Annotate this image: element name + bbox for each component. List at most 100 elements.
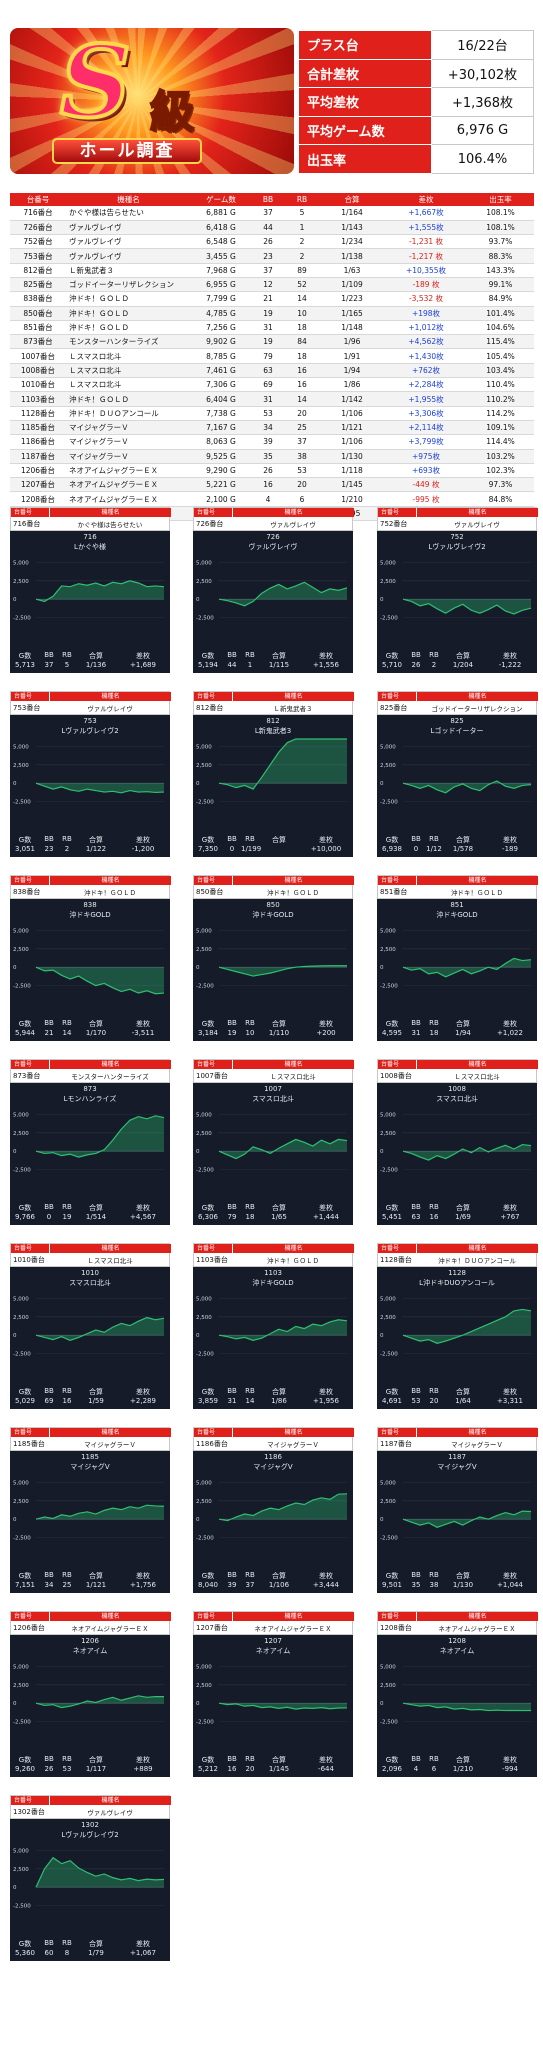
cell-bb: 26 — [251, 234, 285, 250]
panel-num-label: 台番号 — [378, 1612, 416, 1621]
y-tick-label: -2,500 — [196, 1168, 214, 1174]
graph-panel[interactable]: 台番号 機種名 1206番台 ネオアイムジャグラーＥＸ 1206 ネオアイム G数 BB RB 合… — [10, 1611, 171, 1777]
panel-machine-no: 1207番台 — [196, 1624, 228, 1632]
graph-panel[interactable]: 台番号 機種名 850番台 沖ドキ！ＧＯＬＤ 850 沖ドキGOLD G数 BB RB 合算 差枚 3… — [193, 875, 354, 1041]
stats-value-total: 1/69 — [455, 1213, 471, 1221]
stats-value-total: 1/145 — [268, 1765, 290, 1773]
graph-panel[interactable]: 台番号 機種名 1186番台 マイジャグラーＶ 1186 マイジャグV G数 BB RB 合算 差枚… — [193, 1427, 354, 1593]
stats-values-row: 9,260 26 53 1/117 +889 — [10, 1765, 170, 1773]
y-tick-label: 2,500 — [380, 763, 396, 769]
cell-payout: 108.1% — [467, 206, 534, 221]
stats-value-total: 1/110 — [268, 1029, 290, 1037]
graph-panel[interactable]: 台番号 機種名 1187番台 マイジャグラーＶ 1187 マイジャグV G数 BB RB 合算 差枚… — [377, 1427, 538, 1593]
stats-header-bb: BB — [44, 1939, 54, 1947]
summary-row: 出玉率 106.4% — [298, 144, 534, 174]
stats-value-rb: 18 — [429, 1029, 439, 1037]
graph-line — [35, 1316, 165, 1342]
graph-panel[interactable]: 台番号 機種名 1207番台 ネオアイムジャグラーＥＸ 1207 ネオアイム G数 BB RB 合… — [193, 1611, 354, 1777]
graph-panel[interactable]: 台番号 機種名 812番台 Ｌ新鬼武者３ 812 L新鬼武者3 G数 BB RB 合算 差枚 7,35… — [193, 691, 354, 857]
stats-header-diff: 差枚 — [319, 1572, 333, 1580]
stats-header-diff: 差枚 — [136, 1020, 150, 1028]
cell-model: ヴァルヴレイヴ — [66, 234, 191, 250]
graph-panel[interactable]: 台番号 機種名 726番台 ヴァルヴレイヴ 726 ヴァルヴレイヴ G数 BB RB 合算 差枚 5,… — [193, 507, 354, 673]
graph-title-number: 850 — [266, 901, 280, 909]
cell-bb: 16 — [251, 477, 285, 493]
graph-panel[interactable]: 台番号 機種名 1302番台 ヴァルヴレイヴ 1302 Lヴァルヴレイヴ2 G数 BB RB 合算… — [10, 1795, 171, 1961]
panel-machine-no: 851番台 — [380, 888, 408, 896]
y-tick-label: -2,500 — [13, 1168, 31, 1174]
stats-header-row: G数 BB RB 合算 差枚 — [377, 835, 537, 845]
graph-panel[interactable]: 台番号 機種名 838番台 沖ドキ！ＧＯＬＤ 838 沖ドキGOLD G数 BB RB 合算 差枚 5… — [10, 875, 171, 1041]
graph-panel[interactable]: 台番号 機種名 716番台 かぐや様は告らせたい 716 Lかぐや様 G数 BB RB 合算 差枚 5… — [10, 507, 171, 673]
graph-panel[interactable]: 台番号 機種名 1010番台 Ｌスマスロ北斗 1010 スマスロ北斗 G数 BB RB 合算 差枚 5… — [10, 1243, 171, 1409]
stats-value-bb: 0 — [229, 845, 235, 853]
y-tick-label: -2,500 — [380, 1352, 398, 1358]
panel-stats: G数 BB RB 合算 差枚 5,360 60 8 1/79 +1,067 — [10, 1939, 170, 1957]
summary-table: プラス台 16/22台 合計差枚 +30,102枚 平均差枚 +1,368枚 平均ゲー… — [298, 30, 534, 174]
stats-header-total: 合算 — [456, 1204, 470, 1212]
stats-value-rb: 2 — [64, 845, 70, 853]
panel-machine-no: 825番台 — [380, 704, 408, 712]
panel-num-label: 台番号 — [194, 692, 232, 701]
graph-line — [218, 1138, 348, 1160]
y-tick-label: 2,500 — [196, 763, 212, 769]
stats-header-rb: RB — [429, 1019, 439, 1027]
panel-machine-no: 1187番台 — [380, 1440, 412, 1448]
stats-header-bb: BB — [44, 835, 54, 843]
graph-panel[interactable]: 台番号 機種名 1185番台 マイジャグラーＶ 1185 マイジャグV G数 BB RB 合算 差枚… — [10, 1427, 171, 1593]
graph-panel[interactable]: 台番号 機種名 752番台 ヴァルヴレイヴ 752 Lヴァルヴレイヴ2 G数 BB RB 合算 差枚… — [377, 507, 538, 673]
y-tick-label: 0 — [196, 1701, 200, 1707]
stats-header-bb: BB — [44, 1019, 54, 1027]
stats-value-rb: 8 — [64, 1949, 70, 1957]
panel-stats: G数 BB RB 合算 差枚 3,859 31 14 1/86 +1,956 — [193, 1387, 353, 1405]
y-tick-label: 0 — [13, 1701, 17, 1707]
panel-machine-no: 1208番台 — [380, 1624, 412, 1632]
cell-games: 9,902 G — [191, 334, 251, 350]
cell-total: 1/145 — [319, 477, 385, 493]
stats-value-diff: +3,311 — [497, 1397, 523, 1405]
panel-model-label: 機種名 — [233, 508, 354, 517]
panel-stats: G数 BB RB 合算 差枚 4,691 53 20 1/64 +3,311 — [377, 1387, 537, 1405]
stats-header-bb: BB — [44, 1387, 54, 1395]
graph-title-model: 沖ドキGOLD — [436, 911, 478, 919]
panel-machine-no: 1186番台 — [196, 1440, 228, 1448]
stats-header-diff: 差枚 — [136, 1572, 150, 1580]
panel-num-label: 台番号 — [11, 1060, 49, 1069]
graph-panel[interactable]: 台番号 機種名 1208番台 ネオアイムジャグラーＥＸ 1208 ネオアイム G数 BB RB 合… — [377, 1611, 538, 1777]
graph-line — [35, 782, 165, 794]
panel-stats: G数 BB RB 合算 差枚 7,151 34 25 1/121 +1,756 — [10, 1571, 170, 1589]
cell-model: Ｌ新鬼武者３ — [66, 263, 191, 278]
panel-stats: G数 BB RB 合算 差枚 5,451 63 16 1/69 +767 — [377, 1203, 537, 1221]
graph-panel[interactable]: 台番号 機種名 753番台 ヴァルヴレイヴ 753 Lヴァルヴレイヴ2 G数 BB RB 合算 差枚… — [10, 691, 171, 857]
graph-panel[interactable]: 台番号 機種名 851番台 沖ドキ！ＧＯＬＤ 851 沖ドキGOLD G数 BB RB 合算 差枚 4… — [377, 875, 538, 1041]
table-row: 1208番台 ネオアイムジャグラーＥＸ 2,100 G 4 6 1/210 -995 枚 84… — [10, 491, 534, 507]
graph-panel[interactable]: 台番号 機種名 1007番台 Ｌスマスロ北斗 1007 スマスロ北斗 G数 BB RB 合算 差枚 6… — [193, 1059, 354, 1225]
panel-model-name: Ｌ新鬼武者３ — [273, 705, 313, 713]
graph-panel[interactable]: 台番号 機種名 1128番台 沖ドキ！ＤＵＯアンコール 1128 L沖ドキDUOアンコール… — [377, 1243, 538, 1409]
graph-panel[interactable]: 台番号 機種名 873番台 モンスターハンターライズ 873 Lモンハンライズ G数 BB RB… — [10, 1059, 171, 1225]
y-tick-label: -2,500 — [13, 1720, 31, 1726]
graph-title-number: 1010 — [81, 1269, 99, 1277]
stats-header-row: G数 BB RB 合算 差枚 — [10, 835, 170, 845]
cell-rb: 53 — [285, 463, 319, 479]
graph-panel[interactable]: 台番号 機種名 1008番台 Ｌスマスロ北斗 1008 スマスロ北斗 G数 BB RB 合算 差枚 5… — [377, 1059, 538, 1225]
panel-model-name: ヴァルヴレイヴ — [454, 521, 500, 529]
cell-games: 6,418 G — [191, 220, 251, 236]
panel-num-label: 台番号 — [378, 692, 416, 701]
graph-panel[interactable]: 台番号 機種名 825番台 ゴッドイーターリザレクション 825 Lゴッドイーター G数 BB… — [377, 691, 538, 857]
stats-value-total: 1/514 — [85, 1213, 107, 1221]
cell-diff: +198枚 — [385, 306, 467, 321]
y-tick-label: 0 — [196, 597, 200, 603]
stats-value-bb: 63 — [411, 1213, 421, 1221]
stats-value-rb: 16 — [429, 1213, 439, 1221]
stats-header-rb: RB — [429, 1571, 439, 1579]
stats-header-total: 合算 — [456, 652, 470, 660]
stats-header-g: G数 — [385, 1388, 399, 1396]
cell-bb: 21 — [251, 291, 285, 307]
y-tick-label: 2,500 — [13, 1315, 29, 1321]
cell-payout: 105.4% — [467, 348, 534, 364]
stats-header-bb: BB — [227, 1019, 237, 1027]
stats-header-diff: 差枚 — [503, 1572, 517, 1580]
graph-panel[interactable]: 台番号 機種名 1103番台 沖ドキ！ＧＯＬＤ 1103 沖ドキGOLD G数 BB RB 合算 差… — [193, 1243, 354, 1409]
panel-model-label: 機種名 — [417, 1060, 538, 1069]
